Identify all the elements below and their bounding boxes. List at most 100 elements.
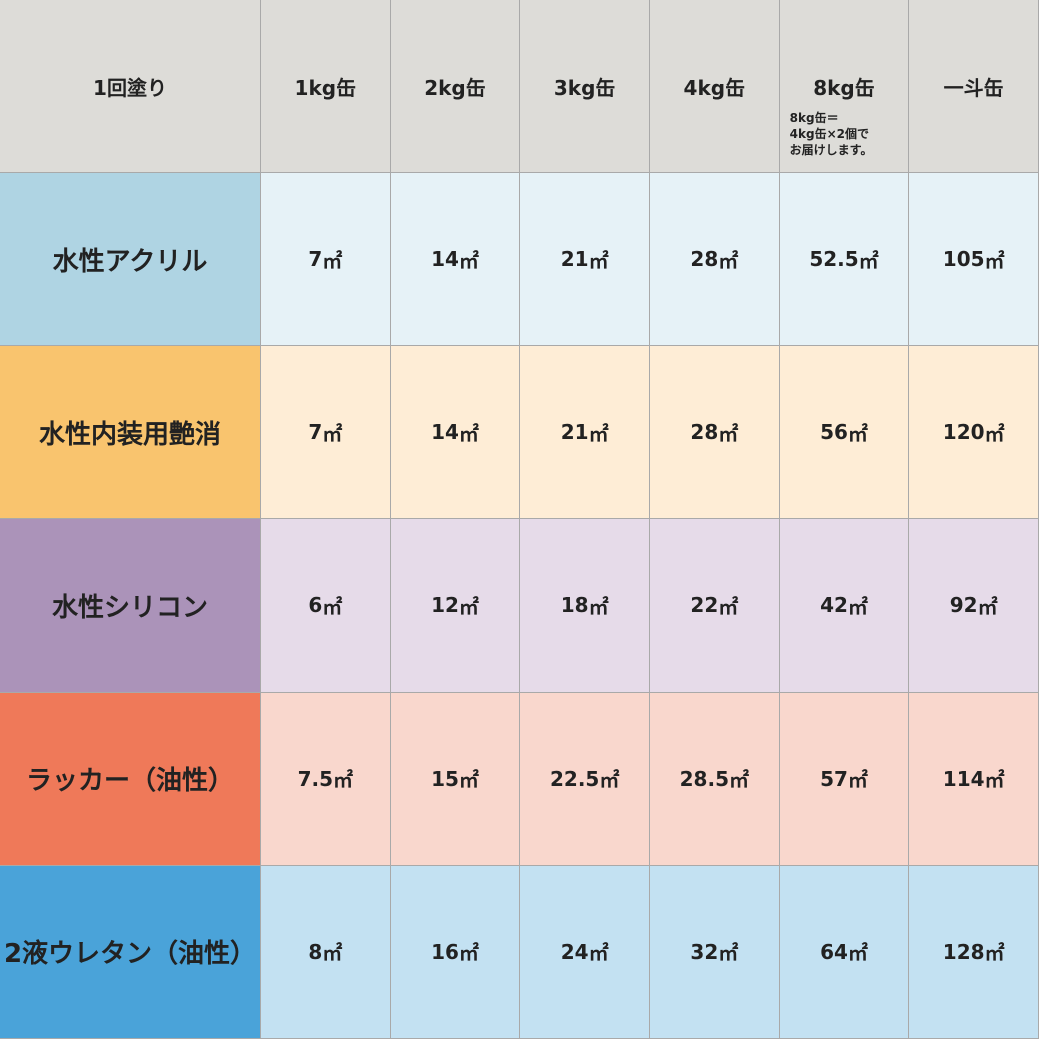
cell-unit: ㎡: [984, 248, 1005, 273]
cell-value: 28: [690, 420, 719, 445]
row-label-text: 水性アクリル: [52, 246, 208, 277]
cell-value: 7: [308, 247, 323, 272]
note-line: 4kg缶×2個で: [789, 127, 869, 141]
cell-value: 21: [560, 247, 589, 272]
cell-unit: ㎡: [333, 768, 354, 793]
column-note: 8kg缶＝ 4kg缶×2個で お届けします。: [790, 110, 873, 158]
cell-value: 18: [560, 593, 589, 618]
column-header-label: 3kg缶: [553, 76, 616, 100]
cell-value: 14: [431, 247, 459, 272]
row-label-text: ラッカー（油性）: [25, 766, 234, 797]
table-cell: 105 ㎡: [909, 173, 1039, 347]
column-header-label: 8kg缶: [813, 76, 875, 100]
table-cell: 28.5 ㎡: [650, 692, 780, 866]
row-label: 水性内装用艶消: [0, 346, 261, 520]
cell-unit: ㎡: [322, 941, 343, 966]
cell-unit: ㎡: [458, 594, 479, 619]
table-cell: 42 ㎡: [779, 519, 910, 693]
cell-value: 56: [820, 420, 848, 445]
cell-value: 15: [431, 766, 459, 791]
cell-value: 28.5: [679, 766, 729, 791]
table-cell: 114 ㎡: [909, 692, 1039, 866]
cell-value: 16: [431, 939, 459, 964]
table-cell: 128 ㎡: [909, 865, 1039, 1039]
column-header-label: 1kg缶: [294, 76, 357, 100]
row-label-text: 水性内装用艶消: [38, 419, 221, 450]
table-cell: 21 ㎡: [520, 346, 650, 520]
cell-unit: ㎡: [458, 941, 479, 966]
cell-unit: ㎡: [984, 941, 1005, 966]
row-label-text: 水性シリコン: [51, 592, 208, 623]
cell-unit: ㎡: [718, 248, 739, 273]
cell-value: 92: [949, 593, 978, 618]
table-cell: 24 ㎡: [520, 865, 650, 1039]
cell-value: 7: [308, 420, 323, 445]
table-cell: 120 ㎡: [909, 346, 1039, 520]
column-header-label: 一斗缶: [943, 76, 1004, 100]
cell-unit: ㎡: [718, 941, 739, 966]
cell-value: 105: [942, 247, 985, 272]
table-cell: 22.5 ㎡: [520, 692, 650, 866]
cell-unit: ㎡: [718, 594, 739, 619]
note-line: 8kg缶＝: [789, 111, 839, 125]
row-label: 水性アクリル: [0, 173, 261, 347]
cell-unit: ㎡: [847, 594, 868, 619]
cell-value: 22: [690, 593, 719, 618]
cell-unit: ㎡: [847, 768, 868, 793]
column-header: 2kg缶: [390, 0, 521, 173]
row-label: ラッカー（油性）: [0, 692, 261, 866]
table-cell: 22 ㎡: [650, 519, 780, 693]
column-header: 4kg缶: [650, 0, 780, 173]
cell-unit: ㎡: [847, 421, 868, 446]
cell-value: 24: [560, 939, 589, 964]
cell-unit: ㎡: [599, 768, 620, 793]
cell-unit: ㎡: [458, 768, 479, 793]
cell-unit: ㎡: [858, 248, 879, 273]
cell-unit: ㎡: [458, 248, 479, 273]
cell-value: 22.5: [549, 766, 600, 791]
header-corner: 1回塗り: [0, 0, 261, 173]
cell-unit: ㎡: [718, 421, 739, 446]
column-header-label: 2kg缶: [424, 76, 486, 100]
cell-unit: ㎡: [458, 421, 479, 446]
cell-unit: ㎡: [984, 421, 1005, 446]
table-cell: 52.5 ㎡: [779, 173, 910, 347]
cell-value: 52.5: [809, 247, 859, 272]
cell-value: 14: [431, 420, 459, 445]
cell-value: 128: [942, 939, 985, 964]
column-header: 8kg缶 8kg缶＝ 4kg缶×2個で お届けします。: [779, 0, 910, 173]
cell-value: 28: [690, 247, 719, 272]
table-cell: 7 ㎡: [261, 346, 391, 520]
table-cell: 57 ㎡: [779, 692, 910, 866]
table-cell: 56 ㎡: [779, 346, 910, 520]
table-cell: 7 ㎡: [261, 173, 391, 347]
table-cell: 18 ㎡: [520, 519, 650, 693]
table-cell: 92 ㎡: [909, 519, 1039, 693]
table-cell: 8 ㎡: [261, 865, 391, 1039]
table-cell: 15 ㎡: [390, 692, 521, 866]
cell-unit: ㎡: [322, 248, 343, 273]
table-cell: 28 ㎡: [650, 173, 780, 347]
table-cell: 14 ㎡: [390, 173, 521, 347]
column-header: 3kg缶: [520, 0, 650, 173]
cell-unit: ㎡: [588, 941, 609, 966]
table-cell: 16 ㎡: [390, 865, 521, 1039]
table-cell: 12 ㎡: [390, 519, 521, 693]
cell-unit: ㎡: [588, 421, 609, 446]
cell-unit: ㎡: [977, 594, 998, 619]
cell-value: 6: [308, 593, 323, 618]
cell-value: 57: [820, 766, 848, 791]
table-cell: 21 ㎡: [520, 173, 650, 347]
cell-value: 120: [942, 420, 985, 445]
cell-unit: ㎡: [588, 594, 609, 619]
row-label-text: 2液ウレタン（油性）: [3, 939, 257, 970]
cell-value: 7.5: [297, 766, 334, 791]
cell-unit: ㎡: [847, 941, 868, 966]
column-header: 一斗缶: [909, 0, 1039, 173]
cell-value: 114: [942, 766, 985, 791]
cell-unit: ㎡: [984, 768, 1005, 793]
table-cell: 6 ㎡: [261, 519, 391, 693]
note-line: お届けします。: [789, 143, 873, 157]
cell-value: 32: [690, 939, 719, 964]
